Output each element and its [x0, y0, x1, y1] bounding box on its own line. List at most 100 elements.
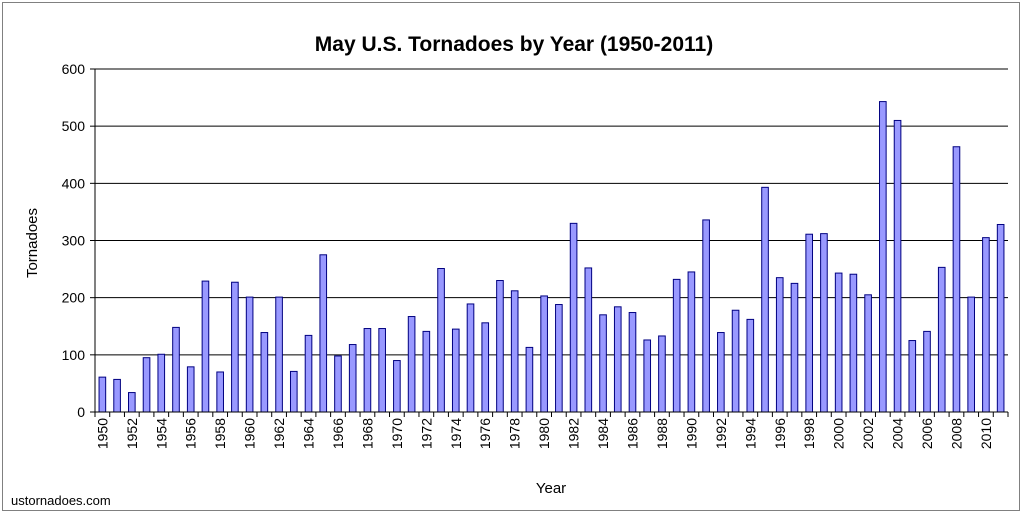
bar: [569, 222, 578, 413]
x-tick-label: 1968: [359, 418, 375, 449]
bar: [113, 378, 121, 413]
bar: [687, 271, 696, 413]
bar: [98, 376, 107, 413]
x-tick-label: 1970: [389, 418, 405, 449]
bar: [348, 344, 357, 413]
bar: [555, 304, 563, 413]
bar: [937, 266, 946, 413]
bar: [820, 233, 828, 413]
x-tick-label: 1980: [536, 418, 552, 449]
bar: [231, 281, 239, 413]
x-tick-label: 1978: [507, 418, 523, 449]
bar: [496, 280, 504, 413]
bar: [289, 370, 298, 413]
bar: [879, 101, 887, 413]
bar: [451, 328, 460, 413]
bar: [923, 330, 931, 413]
bar: [422, 330, 431, 413]
bar: [260, 332, 269, 413]
bar: [731, 309, 740, 413]
bar: [746, 318, 755, 413]
y-tick-label: 500: [62, 118, 86, 134]
bar: [437, 268, 445, 413]
x-tick-label: 2006: [919, 418, 935, 449]
bar: [805, 233, 814, 413]
bar: [186, 366, 195, 413]
x-tick-label: 2004: [890, 418, 906, 449]
bar: [658, 335, 666, 413]
bar: [275, 296, 283, 413]
bar: [407, 316, 416, 413]
x-tick-label: 1982: [566, 418, 582, 449]
bar: [157, 353, 166, 413]
bar: [702, 219, 710, 413]
bar: [128, 392, 136, 413]
bar: [584, 267, 593, 413]
plot-area: 0 100 200 300 400 500 600 1950 1952 1954 1956 1958 1…: [62, 61, 1009, 449]
bar: [540, 295, 548, 413]
x-tick-label: 1966: [330, 418, 346, 449]
bar: [834, 272, 843, 413]
bar: [201, 280, 210, 413]
y-axis-label: Tornadoes: [24, 208, 41, 278]
bar: [982, 237, 990, 413]
bar: [510, 290, 519, 413]
bar: [864, 294, 872, 413]
x-tick-label: 2000: [831, 418, 847, 449]
x-tick-label: 1960: [242, 418, 258, 449]
y-tick-label: 0: [77, 404, 85, 420]
x-tick-label: 1984: [595, 418, 611, 449]
chart-svg: May U.S. Tornadoes by Year (1950-2011) 0…: [11, 33, 1009, 508]
x-tick-label: 1974: [448, 418, 464, 449]
x-tick-label: 1996: [772, 418, 788, 449]
y-tick-label: 600: [62, 61, 86, 77]
bar: [393, 360, 401, 413]
x-tick-label: 1964: [301, 418, 317, 449]
x-tick-label: 1958: [212, 418, 228, 449]
bar: [967, 296, 975, 413]
bar: [790, 282, 799, 413]
bar: [172, 326, 180, 413]
bar: [775, 277, 784, 413]
x-axis-label: Year: [536, 480, 566, 497]
x-tick-label: 1976: [477, 418, 493, 449]
bar: [481, 322, 490, 413]
x-tick-label: 1986: [624, 418, 640, 449]
source-label: ustornadoes.com: [11, 493, 111, 508]
x-tick-label: 1956: [183, 418, 199, 449]
bar: [908, 340, 917, 413]
bar: [952, 146, 961, 413]
x-tick-label: 1988: [654, 418, 670, 449]
y-tick-label: 200: [62, 290, 86, 306]
bar: [672, 278, 681, 413]
bar: [761, 186, 769, 413]
y-tick-label: 100: [62, 347, 86, 363]
bar: [378, 328, 386, 413]
bar: [216, 371, 224, 413]
bar: [363, 328, 372, 413]
bar: [599, 314, 607, 413]
bar: [628, 312, 637, 413]
x-tick-label: 1994: [742, 418, 758, 449]
bar: [319, 254, 328, 413]
bar: [245, 296, 254, 413]
x-tick-label: 2002: [860, 418, 876, 449]
bar: [142, 357, 151, 413]
x-tick-label: 1992: [713, 418, 729, 449]
y-tick-label: 300: [62, 233, 86, 249]
x-tick-label: 1998: [801, 418, 817, 449]
bar: [334, 355, 342, 413]
bar: [466, 303, 475, 413]
x-tick-label: 1972: [418, 418, 434, 449]
x-tick-label: 1950: [94, 418, 110, 449]
bar: [849, 273, 858, 413]
bar: [717, 332, 725, 413]
x-tick-label: 2010: [978, 418, 994, 449]
y-tick-label: 400: [62, 175, 86, 191]
bar: [643, 339, 652, 413]
bar: [996, 223, 1005, 413]
bar: [613, 306, 622, 413]
x-tick-label: 1952: [124, 418, 140, 449]
x-tick-label: 1990: [683, 418, 699, 449]
